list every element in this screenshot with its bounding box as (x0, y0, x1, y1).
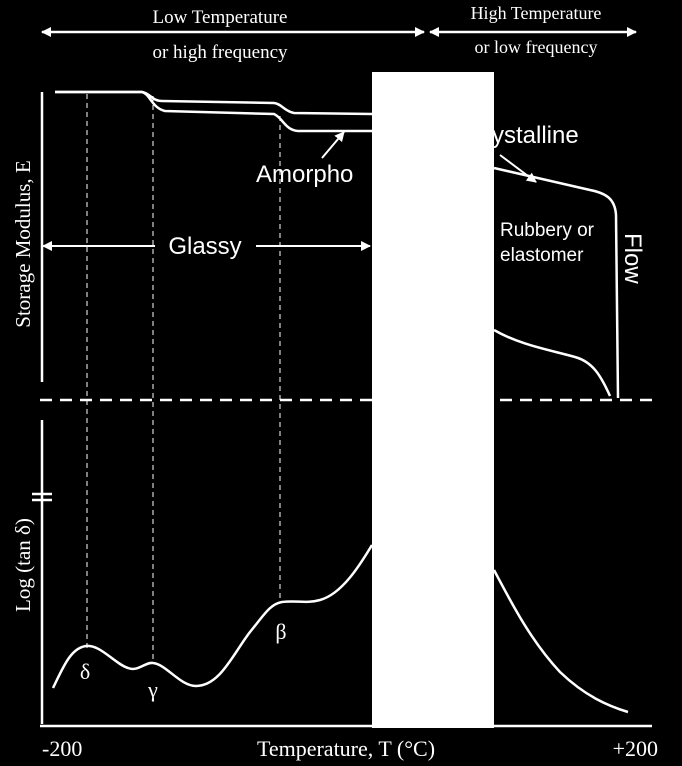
amorphous-label: Amorpho (256, 161, 353, 188)
crystalline-modulus-curve (55, 90, 373, 116)
tan-delta-axis-label: Log (tan δ) (11, 518, 35, 612)
delta-peak-label: δ (80, 659, 90, 684)
rubbery-label-line1: Rubbery or (500, 220, 595, 241)
occluding-white-block (372, 72, 494, 728)
x-axis-max-label: +200 (613, 736, 658, 761)
amorphous-pointer (321, 131, 345, 159)
x-axis-label: Temperature, T (°C) (257, 736, 435, 761)
storage-modulus-axis-label: Storage Modulus, E (11, 160, 35, 327)
x-axis-min-label: -200 (42, 736, 82, 761)
flow-label: Flow (619, 233, 646, 284)
tan-delta-curve (51, 544, 374, 689)
high-temp-label-line1: High Temperature (471, 3, 602, 23)
crystalline-pointer (499, 154, 537, 183)
amorphous-modulus-curve (55, 90, 372, 133)
amorphous-rubbery-curve (493, 328, 612, 397)
crystalline-label: rystalline (484, 122, 579, 149)
low-temp-label-line2: or high frequency (152, 42, 288, 63)
gamma-peak-label: γ (147, 677, 158, 702)
crystalline-rubbery-curve (493, 166, 620, 399)
tan-delta-curve-right (492, 569, 629, 714)
rubbery-label-line2: elastomer (500, 245, 584, 266)
high-temp-label-line2: or low frequency (475, 37, 598, 57)
beta-peak-label: β (275, 619, 286, 644)
low-temp-label-line1: Low Temperature (153, 7, 288, 28)
glassy-label: Glassy (168, 233, 241, 260)
